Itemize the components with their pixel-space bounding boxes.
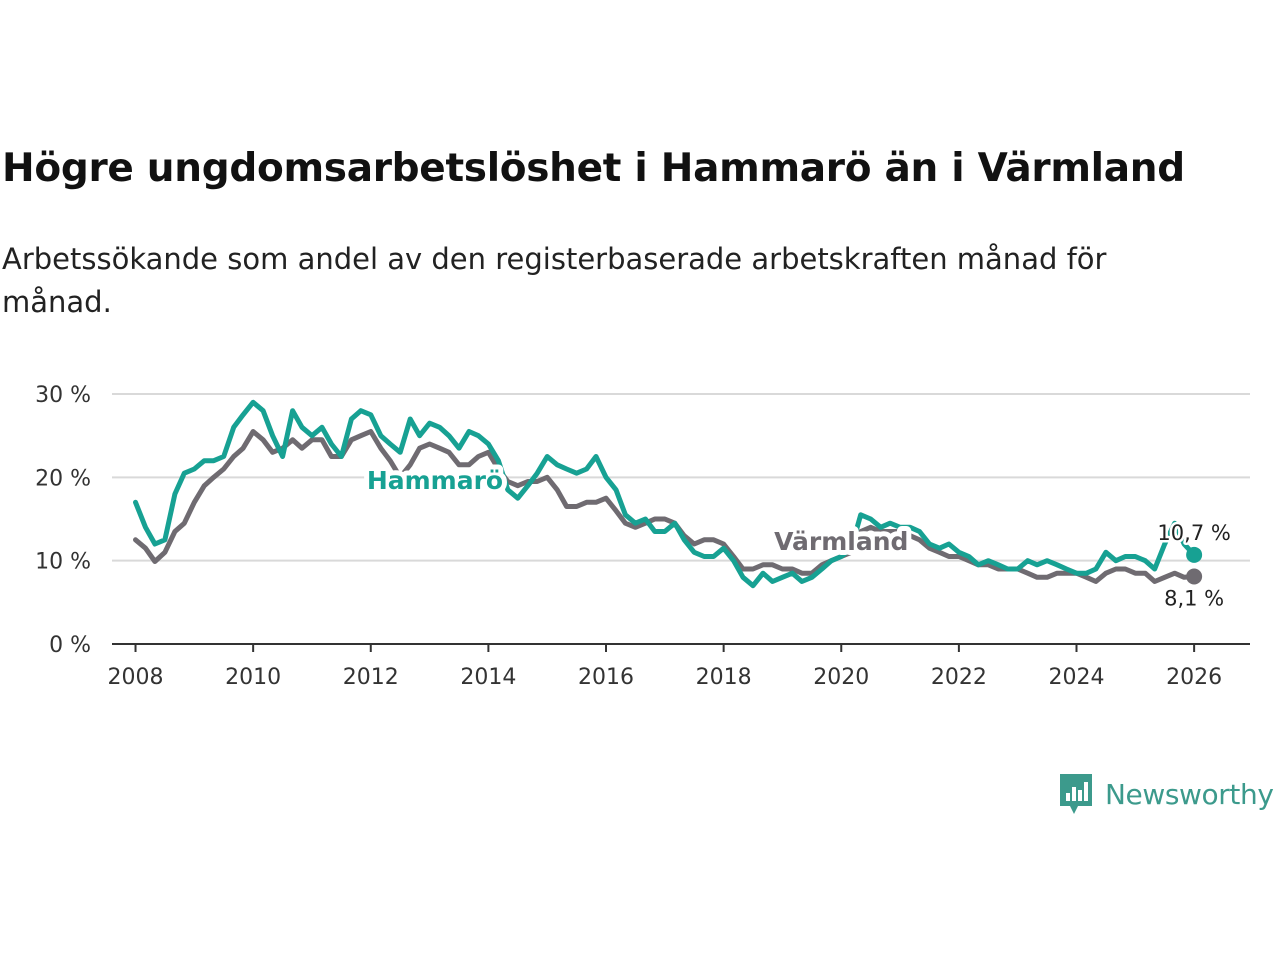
brand-name: Newsworthy (1105, 777, 1274, 811)
series-lines (133, 399, 1203, 589)
series-end-label: 10,7 % (1157, 521, 1230, 545)
newsworthy-logo-icon (1060, 774, 1092, 814)
x-tick-label: 2022 (931, 665, 987, 690)
y-tick-label: 0 % (49, 633, 91, 658)
series-end-label: 8,1 % (1164, 587, 1224, 611)
series-end-point (1186, 568, 1203, 585)
series-end-point (1186, 546, 1203, 563)
x-tick-label: 2014 (460, 665, 516, 690)
y-tick-label: 30 % (35, 383, 91, 408)
y-tick-label: 20 % (35, 466, 91, 491)
x-tick-label: 2016 (578, 665, 634, 690)
chart-title: Högre ungdomsarbetslöshet i Hammarö än i… (2, 146, 1185, 191)
series-line-värmland (133, 429, 1197, 584)
series-label: Värmland (774, 527, 908, 556)
gridlines (112, 393, 1250, 562)
series-label: Hammarö (367, 466, 503, 495)
x-tick-label: 2026 (1166, 665, 1222, 690)
y-tick-label: 10 % (35, 550, 91, 575)
brand-logo: Newsworthy (1058, 772, 1274, 816)
axes: 0 % 10 % 20 % 30 % 2008 2010 2012 2014 2016 2018 2… (35, 383, 1250, 690)
x-tick-label: 2010 (225, 665, 281, 690)
x-tick-label: 2018 (696, 665, 752, 690)
series-line-hammarö (133, 399, 1197, 589)
x-tick-label: 2008 (108, 665, 164, 690)
x-tick-label: 2020 (813, 665, 869, 690)
chart-subtitle: Arbetssökande som andel av den registerb… (2, 242, 1107, 319)
x-tick-label: 2024 (1049, 665, 1105, 690)
x-tick-label: 2012 (343, 665, 399, 690)
series-labels: Värmland 8,1 % Hammarö 10,7 % (362, 461, 1234, 613)
line-chart: 0 % 10 % 20 % 30 % 2008 2010 2012 2014 2016 2018 2… (35, 383, 1250, 690)
